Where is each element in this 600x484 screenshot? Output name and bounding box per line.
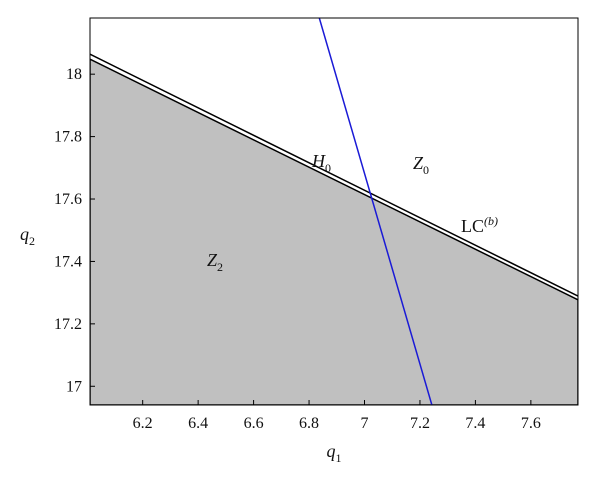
annotation-sup: (b): [484, 214, 498, 228]
annotation-main: LC: [461, 216, 484, 236]
x-tick-label: 7.2: [410, 415, 430, 432]
y-axis-label-main: q: [20, 224, 29, 244]
annotation-sub: 0: [325, 161, 331, 175]
plot-frame: [89, 17, 579, 406]
x-tick-label: 6.4: [188, 415, 208, 432]
curve: [90, 53, 578, 297]
x-tick-label: 6.2: [133, 415, 153, 432]
x-tick-label: 6.6: [244, 415, 264, 432]
x-tick-label: 7.6: [521, 415, 541, 432]
annotation: Z0: [413, 153, 429, 177]
y-axis-label: q2: [20, 224, 35, 248]
annotation: Z2: [207, 250, 223, 274]
annotation-main: H: [311, 151, 326, 171]
annotation-sub: 0: [423, 163, 429, 177]
annotation-sub: 2: [217, 260, 223, 274]
y-tick-label: 17.8: [54, 129, 82, 146]
annotation-main: Z: [207, 250, 218, 270]
y-tick-label: 17.2: [54, 316, 82, 333]
x-axis-label: q1: [327, 441, 342, 465]
shaded-region: [90, 58, 578, 405]
annotation: LC(b): [461, 214, 498, 236]
y-tick-label: 17: [66, 378, 82, 395]
x-axis-label-sub: 1: [336, 451, 342, 465]
x-axis-label-main: q: [327, 441, 336, 461]
annotation: H0: [311, 151, 331, 175]
x-tick-label: 7: [361, 415, 369, 432]
annotation-main: Z: [413, 153, 424, 173]
y-tick-label: 17.4: [54, 253, 82, 270]
x-tick-label: 7.4: [465, 415, 485, 432]
y-tick-label: 17.6: [54, 191, 82, 208]
y-tick-label: 18: [66, 66, 82, 83]
curve: [318, 18, 433, 405]
plot: [90, 18, 578, 405]
x-tick-label: 6.8: [299, 415, 319, 432]
y-axis-label-sub: 2: [29, 234, 35, 248]
